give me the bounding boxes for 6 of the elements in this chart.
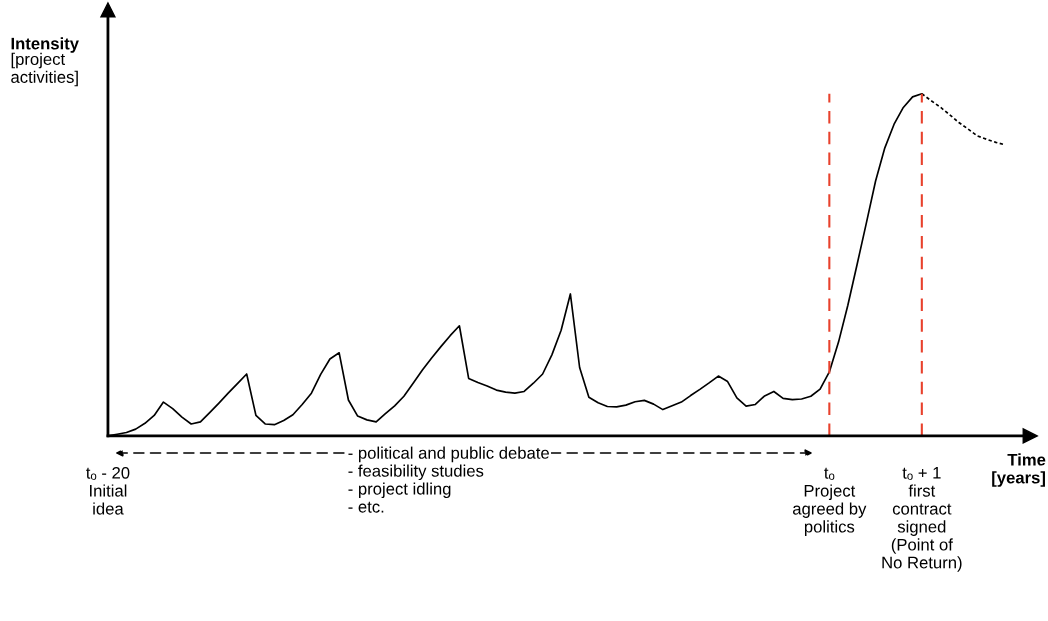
x-tick-label: tₒ + 1 first contract signed (Point of No Return): [882, 467, 962, 572]
text: - political and public debate - feasibility studies - project idling - etc.: [348, 446, 549, 513]
x-axis-title: Time [years]: [992, 453, 1046, 487]
x-tick-label: tₒ - 20 Initial idea: [86, 466, 130, 515]
x-tick-label: tₒ Project agreed by politics: [792, 467, 867, 536]
y-axis-title: Intensity [project activities]: [11, 37, 79, 87]
